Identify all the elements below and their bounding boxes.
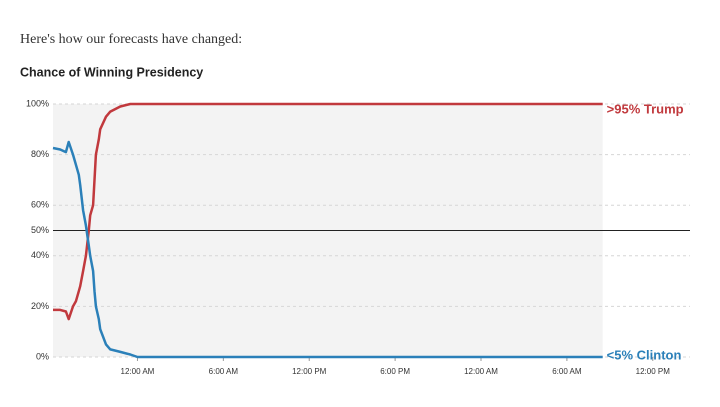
x-tick-label: 12:00 AM bbox=[464, 367, 498, 376]
x-tick-label: 6:00 AM bbox=[209, 367, 239, 376]
x-tick-label: 12:00 AM bbox=[121, 367, 155, 376]
chart-title: Chance of Winning Presidency bbox=[20, 65, 203, 79]
y-tick-label: 100% bbox=[26, 98, 49, 108]
end-label: <5% Clinton bbox=[607, 347, 682, 362]
y-tick-label: 80% bbox=[31, 149, 49, 159]
y-tick-label: 50% bbox=[31, 225, 49, 235]
y-tick-label: 60% bbox=[31, 200, 49, 210]
x-tick-label: 6:00 AM bbox=[552, 367, 582, 376]
y-tick-label: 40% bbox=[31, 250, 49, 260]
y-tick-label: 20% bbox=[31, 301, 49, 311]
x-tick-label: 12:00 PM bbox=[636, 367, 671, 376]
series-line bbox=[52, 140, 603, 359]
intro-text: Here's how our forecasts have changed: bbox=[20, 32, 242, 47]
x-tick-label: 12:00 PM bbox=[292, 367, 327, 376]
x-tick-label: 6:00 PM bbox=[380, 367, 410, 376]
y-tick-label: 0% bbox=[36, 351, 49, 361]
end-label: >95% Trump bbox=[607, 101, 684, 116]
series-line bbox=[53, 102, 603, 321]
